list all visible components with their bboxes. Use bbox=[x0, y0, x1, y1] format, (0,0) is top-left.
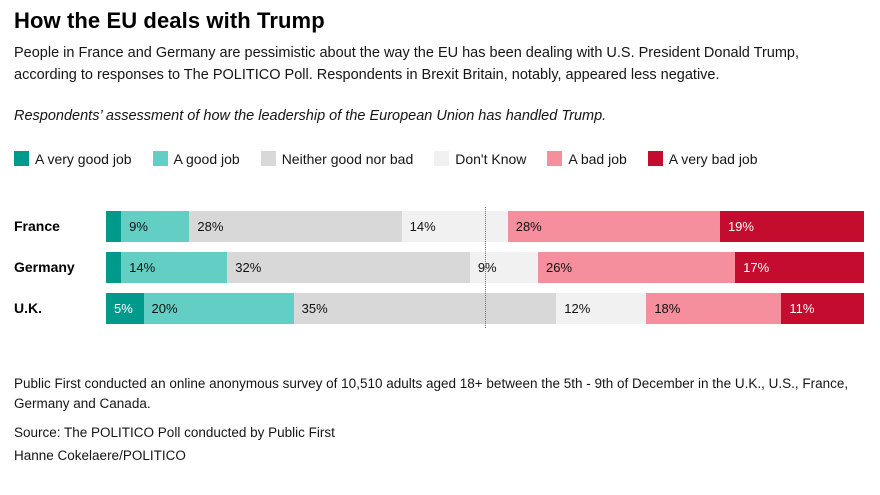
chart-row: U.K. 5% 20% 35% 12% 18% 11% bbox=[14, 292, 864, 324]
bar-segment-label: 18% bbox=[654, 300, 681, 316]
bar-segment: 14% bbox=[401, 210, 508, 242]
chart-rows: France 9% 28% 14% 28% 19% Germany 14% 32% 9% 26% 17… bbox=[14, 210, 864, 324]
stacked-bar: 9% 28% 14% 28% 19% bbox=[106, 210, 864, 242]
legend-item: A very good job bbox=[14, 151, 132, 167]
legend-item: Don't Know bbox=[434, 151, 526, 167]
legend-label: A very bad job bbox=[668, 150, 758, 167]
bar-segment-label: 14% bbox=[129, 259, 156, 275]
bar-segment bbox=[106, 210, 122, 242]
chart-description: People in France and Germany are pessimi… bbox=[14, 45, 800, 83]
stacked-bar: 14% 32% 9% 26% 17% bbox=[106, 251, 864, 283]
bar-segment: 9% bbox=[121, 210, 190, 242]
legend-item: A very bad job bbox=[647, 150, 758, 167]
bar-segment-label: 9% bbox=[477, 259, 497, 275]
bar-segment-label: 9% bbox=[129, 218, 148, 234]
footer: Public First conducted an online anonymo… bbox=[14, 374, 864, 467]
bar-segment: 35% bbox=[293, 292, 557, 324]
bar-segment: 11% bbox=[781, 292, 864, 324]
bar-segment: 19% bbox=[719, 210, 864, 242]
bar-segment-label bbox=[106, 260, 114, 275]
bar-segment-label: 11% bbox=[789, 300, 815, 316]
bar-segment-label: 17% bbox=[743, 259, 770, 275]
legend-item: A bad job bbox=[547, 150, 627, 167]
legend-item: A good job bbox=[152, 150, 240, 167]
methodology-note: Public First conducted an online anonymo… bbox=[14, 375, 849, 411]
bar-segment: 5% bbox=[106, 292, 144, 324]
legend-label: Don't Know bbox=[455, 150, 527, 167]
row-label: Germany bbox=[14, 259, 75, 275]
bar-segment-label: 5% bbox=[114, 300, 133, 316]
survey-question: Respondents’ assessment of how the leade… bbox=[14, 107, 607, 124]
page-title: How the EU deals with Trump bbox=[14, 8, 325, 33]
legend-item: Neither good nor bad bbox=[260, 150, 414, 167]
bar-segment: 28% bbox=[507, 210, 720, 242]
bar-segment-label: 20% bbox=[151, 300, 178, 316]
chart-row: France 9% 28% 14% 28% 19% bbox=[14, 210, 864, 242]
bar-segment: 17% bbox=[735, 251, 864, 283]
legend-swatch bbox=[152, 151, 168, 166]
bar-segment-label: 28% bbox=[515, 218, 542, 234]
legend-swatch bbox=[14, 151, 29, 166]
bar-segment-label: 12% bbox=[564, 300, 591, 316]
bar-segment-label: 14% bbox=[409, 218, 436, 234]
bar-segment-label: 35% bbox=[301, 300, 328, 316]
bar-segment: 32% bbox=[227, 251, 470, 283]
bar-segment: 26% bbox=[538, 251, 736, 283]
legend-label: Neither good nor bad bbox=[281, 150, 414, 167]
bar-segment-label: 26% bbox=[546, 259, 573, 275]
bar-segment: 28% bbox=[189, 210, 402, 242]
legend-swatch bbox=[647, 151, 663, 166]
legend-label: A very good job bbox=[35, 150, 132, 167]
row-label: France bbox=[14, 218, 60, 234]
legend-label: A bad job bbox=[568, 150, 627, 167]
bar-segment: 9% bbox=[469, 251, 539, 283]
bar-segment: 20% bbox=[143, 292, 294, 324]
chart-row: Germany 14% 32% 9% 26% 17% bbox=[14, 251, 864, 283]
legend-swatch bbox=[434, 151, 450, 166]
row-label: U.K. bbox=[14, 300, 42, 316]
bar-segment: 12% bbox=[556, 292, 647, 324]
legend-label: A good job bbox=[173, 150, 240, 167]
bar-segment-label bbox=[106, 219, 114, 234]
legend-swatch bbox=[547, 151, 563, 166]
bar-segment-label: 28% bbox=[197, 218, 224, 234]
stacked-bar-chart: France 9% 28% 14% 28% 19% Germany 14% 32% 9% 26% 17… bbox=[14, 206, 864, 328]
bar-segment-label: 19% bbox=[727, 218, 754, 234]
bar-segment: 14% bbox=[121, 251, 228, 283]
bar-segment bbox=[106, 251, 122, 283]
legend: A very good job A good job Neither good no… bbox=[14, 151, 864, 167]
bar-segment-label: 32% bbox=[235, 259, 262, 275]
stacked-bar: 5% 20% 35% 12% 18% 11% bbox=[106, 292, 864, 324]
author-credit: Hanne Cokelaere/POLITICO bbox=[14, 448, 186, 464]
bar-segment: 18% bbox=[646, 292, 782, 324]
legend-swatch bbox=[260, 151, 276, 166]
source-line: Source: The POLITICO Poll conducted by P… bbox=[14, 425, 335, 440]
